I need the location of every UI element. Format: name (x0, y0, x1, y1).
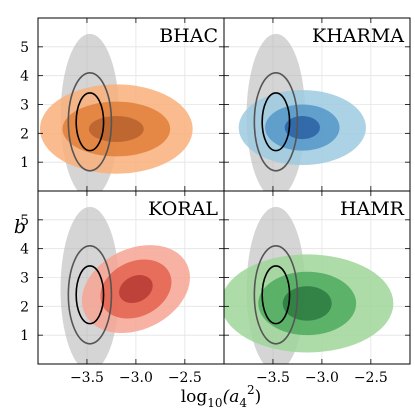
reference-contour-line (67, 244, 113, 345)
panel-title: KORAL (148, 198, 218, 220)
panel-bhac: BHAC (37, 17, 225, 192)
y-tick-label: 3 (20, 271, 29, 287)
x-axis-label-close: ) (255, 387, 262, 407)
panel-hamr: HAMR (223, 190, 411, 365)
panel-kharma: KHARMA (223, 17, 411, 192)
panel-koral: KORAL (37, 190, 225, 365)
panels-group: BHAC KHARMA KORAL HAMR (37, 17, 411, 365)
x-axis-label-arg-sub: 4 (239, 396, 247, 410)
panel-plot-area (224, 191, 410, 364)
model-contour-level-3 (284, 116, 320, 140)
reference-contour-line (261, 265, 291, 325)
x-tick-label: −2.5 (168, 370, 202, 386)
y-tick-label: 4 (20, 242, 29, 258)
x-tick-label: −3.5 (70, 370, 104, 386)
y-tick-labels: 1 2 3 4 5 1 2 3 4 5 (20, 40, 29, 344)
x-axis-label-base: 10 (207, 396, 222, 410)
model-contour-level-3 (282, 286, 332, 321)
x-tick-labels: −3.5 −3.0 −2.5 −3.5 −3.0 −2.5 (70, 370, 388, 386)
reference-contour-line (75, 92, 105, 152)
y-tick-label: 2 (20, 126, 29, 142)
reference-contour-line (253, 71, 299, 172)
reference-contour-line (75, 265, 105, 325)
x-tick-label: −2.5 (354, 370, 388, 386)
panel-plot-area (38, 191, 224, 364)
x-axis-label-arg: (a (223, 387, 240, 407)
x-axis-label: log10(a42) (181, 383, 262, 410)
y-axis-label: b (14, 216, 26, 238)
x-axis-label-log: log (181, 387, 208, 407)
x-axis-label-arg-sup: 2 (247, 383, 255, 397)
x-tick-label: −3.0 (119, 370, 153, 386)
panel-title: KHARMA (312, 25, 404, 47)
y-tick-label: 1 (20, 155, 29, 171)
model-contour-level-3 (88, 116, 144, 142)
panel-plot-area (224, 18, 410, 191)
y-tick-label: 3 (20, 98, 29, 114)
panel-plot-area (38, 18, 224, 191)
panel-title: HAMR (340, 198, 405, 220)
x-tick-label: −3.0 (305, 370, 339, 386)
y-tick-label: 2 (20, 299, 29, 315)
panel-title: BHAC (159, 25, 218, 47)
y-tick-label: 5 (20, 40, 29, 56)
y-tick-label: 4 (20, 69, 29, 85)
x-tick-label: −3.5 (256, 370, 290, 386)
y-tick-label: 1 (20, 328, 29, 344)
reference-contour-line (253, 244, 299, 345)
reference-contour-line (261, 92, 291, 152)
reference-contour-line (67, 71, 113, 172)
y-tick-label: 5 (20, 213, 29, 229)
model-contour-level-3 (119, 275, 153, 304)
